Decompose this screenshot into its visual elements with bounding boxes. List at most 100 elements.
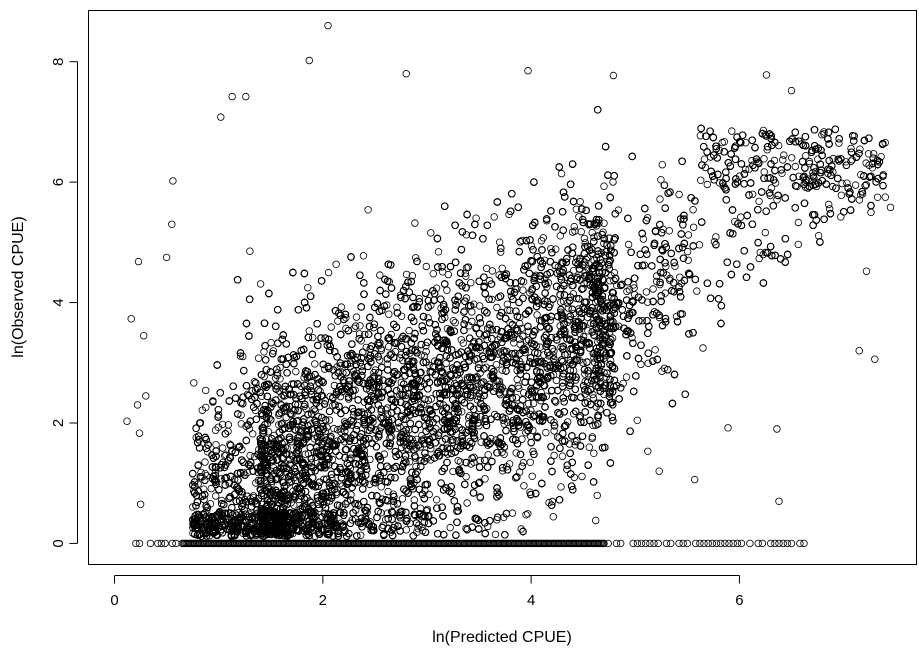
- data-point: [552, 376, 561, 385]
- data-point: [286, 455, 294, 464]
- data-point: [557, 169, 566, 178]
- data-point: [394, 338, 402, 346]
- data-point: [427, 229, 435, 237]
- data-point: [788, 154, 796, 162]
- data-point: [527, 406, 535, 415]
- data-point: [398, 334, 406, 343]
- data-point: [468, 308, 476, 316]
- data-point: [528, 472, 536, 480]
- data-point: [519, 458, 528, 467]
- data-point: [695, 241, 704, 249]
- data-point: [482, 264, 491, 273]
- data-point: [542, 428, 550, 437]
- data-point: [552, 245, 560, 253]
- data-point: [795, 172, 803, 180]
- data-point: [282, 413, 290, 422]
- data-point: [516, 423, 525, 431]
- data-point: [600, 219, 608, 227]
- data-point: [422, 262, 430, 271]
- data-point: [755, 197, 763, 206]
- data-points: [123, 21, 895, 548]
- data-point: [526, 458, 534, 466]
- data-point: [449, 317, 458, 325]
- data-point: [254, 354, 263, 362]
- data-point: [434, 248, 443, 256]
- data-point: [638, 317, 647, 325]
- data-point: [411, 219, 419, 227]
- data-point: [825, 205, 834, 213]
- data-point: [390, 501, 398, 509]
- data-point: [398, 495, 407, 503]
- data-point: [498, 264, 506, 272]
- data-point: [212, 441, 220, 449]
- data-point: [444, 270, 452, 279]
- data-point: [417, 351, 425, 359]
- data-point: [556, 232, 564, 240]
- data-point: [563, 299, 572, 307]
- data-point: [260, 348, 268, 356]
- data-point: [760, 168, 768, 176]
- data-point: [211, 492, 220, 500]
- data-point: [837, 213, 845, 221]
- data-point: [564, 304, 573, 312]
- data-point: [384, 487, 392, 496]
- data-point: [499, 346, 508, 355]
- data-point: [353, 421, 361, 430]
- data-point: [347, 491, 355, 499]
- data-point: [512, 449, 520, 457]
- data-point: [496, 238, 504, 246]
- data-point: [402, 526, 411, 534]
- data-point: [843, 179, 851, 187]
- data-point: [578, 472, 586, 481]
- data-point: [549, 513, 557, 521]
- data-point: [593, 491, 601, 500]
- data-point: [728, 127, 736, 135]
- data-point: [267, 339, 275, 347]
- data-point: [856, 145, 864, 153]
- data-point: [357, 337, 365, 345]
- data-point: [472, 214, 480, 222]
- data-point: [519, 286, 527, 294]
- data-point: [794, 240, 802, 249]
- data-point: [651, 346, 659, 354]
- data-point: [324, 268, 333, 277]
- data-point: [624, 240, 633, 249]
- data-point: [699, 344, 707, 352]
- data-point: [780, 151, 788, 159]
- data-point: [336, 362, 344, 370]
- data-point: [246, 247, 254, 255]
- data-point: [642, 288, 651, 296]
- data-point: [248, 430, 257, 438]
- data-point: [451, 319, 459, 327]
- data-point: [332, 260, 340, 268]
- data-point: [837, 191, 846, 199]
- data-point: [564, 318, 572, 326]
- data-point: [408, 272, 417, 280]
- data-point: [543, 216, 551, 225]
- data-point: [689, 223, 698, 231]
- data-point: [396, 423, 404, 431]
- data-point: [497, 248, 505, 256]
- data-point: [718, 138, 726, 147]
- data-point: [508, 509, 517, 517]
- data-point: [665, 227, 673, 235]
- data-point: [246, 451, 254, 460]
- data-point: [520, 482, 528, 490]
- data-point: [838, 179, 846, 188]
- data-point: [402, 270, 411, 279]
- data-point: [755, 254, 763, 263]
- data-point: [337, 303, 346, 311]
- data-point: [557, 483, 565, 491]
- data-point: [703, 180, 711, 189]
- data-point: [463, 499, 471, 507]
- data-point: [576, 197, 584, 206]
- data-point: [190, 379, 198, 387]
- data-point: [610, 276, 618, 285]
- data-point: [292, 367, 300, 376]
- data-point: [867, 208, 875, 217]
- data-point: [814, 231, 823, 240]
- data-point: [325, 416, 334, 424]
- data-point: [773, 196, 781, 204]
- data-point: [443, 286, 451, 294]
- data-point: [600, 182, 608, 190]
